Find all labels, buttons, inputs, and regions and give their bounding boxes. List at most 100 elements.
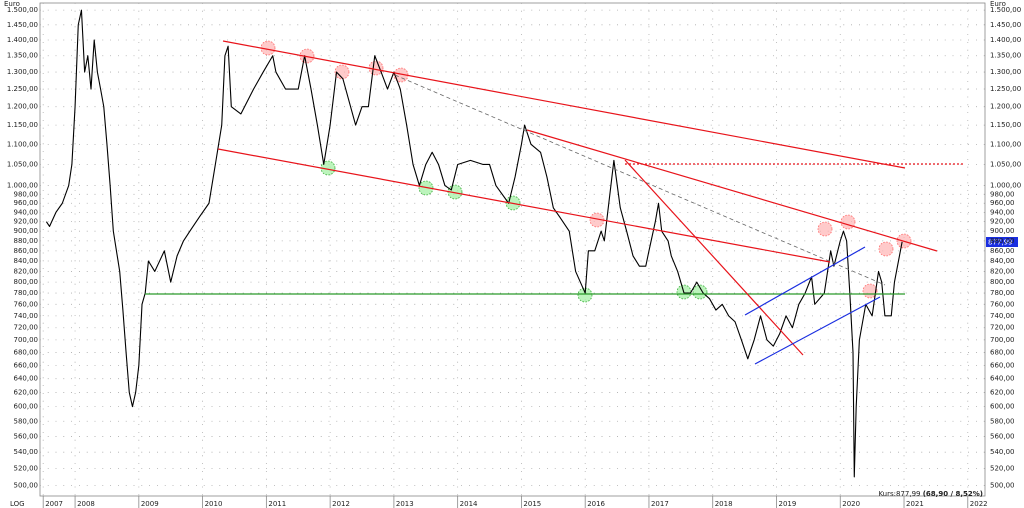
y-tick-label: 860,00 xyxy=(14,247,39,255)
y-tick-label-right: 840,00 xyxy=(990,257,1015,265)
y-tick-label-right: 1.250,00 xyxy=(990,85,1021,93)
y-tick-label-right: 640,00 xyxy=(990,375,1015,383)
y-tick-label: 720,00 xyxy=(14,324,39,332)
y-tick-label: 500,00 xyxy=(14,481,39,489)
y-tick-label-right: 1.400,00 xyxy=(990,36,1021,44)
last-price-box xyxy=(986,237,1018,247)
y-tick-label: 1.100,00 xyxy=(7,140,38,148)
x-tick-label: 2017 xyxy=(651,500,669,508)
plot-frame xyxy=(39,2,986,497)
y-tick-label: 560,00 xyxy=(14,432,39,440)
last-price-label: 877,99 xyxy=(988,239,1013,247)
x-tick-label: 2020 xyxy=(842,500,860,508)
y-tick-label-right: 800,00 xyxy=(990,278,1015,286)
x-tick-label: 2013 xyxy=(396,500,414,508)
y-tick-label: 520,00 xyxy=(14,465,39,473)
y-tick-label: 680,00 xyxy=(14,348,39,356)
y-tick-label: 1.450,00 xyxy=(7,21,38,29)
y-tick-label: 1.400,00 xyxy=(7,36,38,44)
y-tick-label-right: 520,00 xyxy=(990,465,1015,473)
y-tick-label-right: 1.350,00 xyxy=(990,52,1021,60)
y-tick-label: 800,00 xyxy=(14,278,39,286)
y-tick-label: 980,00 xyxy=(14,190,39,198)
y-tick-label: 880,00 xyxy=(14,237,39,245)
y-tick-label-right: 1.200,00 xyxy=(990,103,1021,111)
y-tick-label: 540,00 xyxy=(14,448,39,456)
y-tick-label-right: 780,00 xyxy=(990,289,1015,297)
y-tick-label-right: 1.300,00 xyxy=(990,68,1021,76)
y-tick-label-right: 1.500,00 xyxy=(990,6,1021,14)
y-tick-label-right: 700,00 xyxy=(990,336,1015,344)
kurs-label: Kurs:877,99 xyxy=(878,490,920,498)
y-tick-label-right: 580,00 xyxy=(990,417,1015,425)
y-tick-label-right: 1.000,00 xyxy=(990,182,1021,190)
x-tick-label: 2016 xyxy=(587,500,605,508)
kurs-text: Kurs:877,99 (68,90 / 8,52%) xyxy=(878,490,983,498)
y-tick-label-right: 1.150,00 xyxy=(990,121,1021,129)
y-tick-label: 700,00 xyxy=(14,336,39,344)
trend-line xyxy=(217,148,831,263)
y-tick-label-right: 940,00 xyxy=(990,208,1015,216)
price-line xyxy=(45,9,903,478)
y-tick-label: 1.000,00 xyxy=(7,182,38,190)
dashed-trend xyxy=(394,74,886,286)
y-tick-label-right: 820,00 xyxy=(990,267,1015,275)
y-tick-label-right: 960,00 xyxy=(990,199,1015,207)
y-tick-label-right: 860,00 xyxy=(990,247,1015,255)
x-tick-label: 2011 xyxy=(268,500,286,508)
y-tick-label: 580,00 xyxy=(14,417,39,425)
x-tick-label: 2022 xyxy=(970,500,988,508)
y-tick-label: 780,00 xyxy=(14,289,39,297)
y-tick-label-right: 1.100,00 xyxy=(990,140,1021,148)
y-tick-label: 820,00 xyxy=(14,267,39,275)
y-tick-label: 1.200,00 xyxy=(7,103,38,111)
y-tick-label: 840,00 xyxy=(14,257,39,265)
trend-lines xyxy=(145,40,965,365)
y-tick-label: 1.350,00 xyxy=(7,52,38,60)
y-tick-label-right: 620,00 xyxy=(990,388,1015,396)
channel-line xyxy=(744,246,866,316)
y-tick-label-right: 500,00 xyxy=(990,481,1015,489)
x-tick-label: 2014 xyxy=(460,500,478,508)
trend-line xyxy=(222,40,906,169)
y-tick-label-right: 980,00 xyxy=(990,190,1015,198)
y-tick-label: 660,00 xyxy=(14,361,39,369)
y-tick-label-right: 540,00 xyxy=(990,448,1015,456)
x-tick-label: 2009 xyxy=(141,500,159,508)
y-tick-label-right: 880,00 xyxy=(990,237,1015,245)
channel-line xyxy=(754,296,881,365)
y-tick-label: 1.050,00 xyxy=(7,160,38,168)
x-tick-label: 2018 xyxy=(715,500,733,508)
y-unit-left: Euro xyxy=(4,0,20,8)
annotations xyxy=(260,40,912,303)
x-tick-label: 2012 xyxy=(332,500,350,508)
y-tick-label: 900,00 xyxy=(14,227,39,235)
y-tick-label-right: 760,00 xyxy=(990,300,1015,308)
x-tick-label: 2007 xyxy=(45,500,63,508)
y-tick-label: 940,00 xyxy=(14,208,39,216)
y-tick-label: 740,00 xyxy=(14,312,39,320)
x-tick-label: 2008 xyxy=(77,500,95,508)
y-tick-label: 600,00 xyxy=(14,403,39,411)
x-tick-label: 2019 xyxy=(778,500,796,508)
x-tick-label: 2015 xyxy=(523,500,541,508)
scale-label: LOG xyxy=(10,500,25,508)
y-tick-label: 1.150,00 xyxy=(7,121,38,129)
y-tick-label-right: 1.050,00 xyxy=(990,160,1021,168)
y-tick-label-right: 920,00 xyxy=(990,218,1015,226)
trend-line xyxy=(624,159,804,356)
y-tick-label-right: 680,00 xyxy=(990,348,1015,356)
y-tick-label: 1.300,00 xyxy=(7,68,38,76)
y-tick-label: 960,00 xyxy=(14,199,39,207)
y-tick-label: 1.250,00 xyxy=(7,85,38,93)
y-tick-label-right: 900,00 xyxy=(990,227,1015,235)
y-tick-label: 640,00 xyxy=(14,375,39,383)
y-unit-right: Euro xyxy=(990,0,1006,8)
y-tick-label-right: 560,00 xyxy=(990,432,1015,440)
y-tick-label-right: 1.450,00 xyxy=(990,21,1021,29)
x-tick-label: 2010 xyxy=(205,500,223,508)
y-tick-label-right: 720,00 xyxy=(990,324,1015,332)
y-tick-label: 620,00 xyxy=(14,388,39,396)
kurs-change: (68,90 / 8,52%) xyxy=(923,490,983,498)
